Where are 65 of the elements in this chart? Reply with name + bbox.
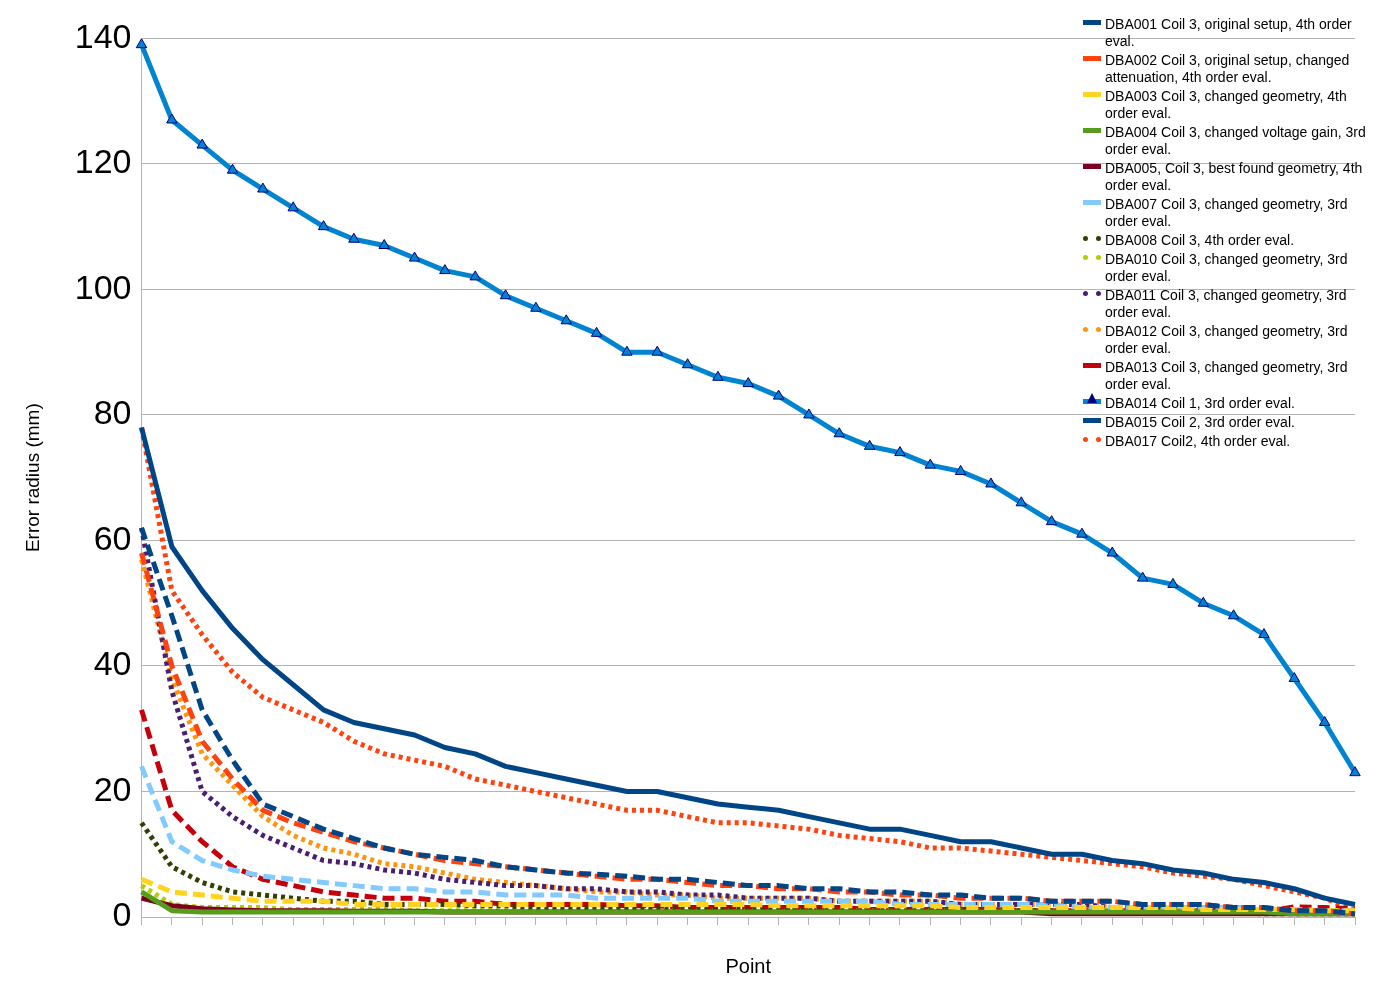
point	[1076, 527, 1088, 538]
y-tick-label: 60	[93, 518, 132, 557]
legend-label: DBA015 Coil 2, 3rd order eval.	[1105, 414, 1295, 431]
legend-label: DBA013 Coil 3, changed geometry, 3rd order eval.	[1105, 359, 1349, 393]
point	[257, 182, 269, 193]
legend-label: DBA003 Coil 3, changed geometry, 4th order eval.	[1105, 88, 1348, 122]
point	[1288, 672, 1301, 683]
y-axis-title: Error radius (mm)	[21, 403, 43, 553]
point	[408, 251, 421, 262]
point	[833, 427, 845, 438]
point	[1106, 546, 1118, 557]
point	[772, 389, 785, 400]
point	[1136, 571, 1149, 582]
point	[348, 232, 360, 243]
point	[287, 201, 299, 212]
point	[742, 377, 754, 388]
legend-label: DBA001 Coil 3, original setup, 4th order eval.	[1105, 16, 1353, 50]
legend-label: DBA008 Coil 3, 4th order eval.	[1105, 232, 1295, 249]
legend-label: DBA017 Coil2, 4th order eval.	[1105, 433, 1291, 450]
point	[1167, 577, 1179, 588]
legend-label: DBA004 Coil 3, changed voltage gain, 3rd order eval.	[1105, 124, 1367, 158]
y-tick-label: 80	[93, 393, 132, 432]
point	[530, 301, 542, 312]
y-tick-label: 120	[74, 142, 132, 181]
legend-label: DBA007 Coil 3, changed geometry, 3rd order eval.	[1105, 196, 1349, 230]
legend-label: DBA002 Coil 3, original setup, changed attenuation, 4th order eval.	[1105, 52, 1351, 86]
point	[439, 264, 451, 275]
point	[1197, 596, 1210, 607]
point	[863, 439, 876, 450]
y-tick-label: 40	[93, 644, 132, 683]
point	[1349, 766, 1361, 777]
point	[469, 270, 481, 281]
point	[196, 138, 208, 149]
point	[651, 345, 663, 356]
point	[985, 477, 997, 488]
point	[621, 345, 633, 356]
point	[560, 314, 572, 325]
legend-label: DBA012 Coil 3, changed geometry, 3rd order eval.	[1105, 323, 1349, 357]
point	[1318, 715, 1331, 726]
y-tick-label: 100	[74, 267, 132, 306]
y-tick-label: 140	[74, 16, 132, 55]
point	[226, 163, 239, 174]
y-tick-label: 0	[112, 895, 132, 934]
point	[135, 38, 148, 49]
legend-label: DBA014 Coil 1, 3rd order eval.	[1105, 395, 1295, 412]
point	[712, 370, 724, 381]
point	[681, 358, 694, 369]
y-tick-label: 20	[93, 769, 132, 808]
point	[924, 458, 936, 469]
point	[378, 239, 390, 249]
legend-label: DBA010 Coil 3, changed geometry, 3rd order eval.	[1105, 251, 1349, 285]
point	[590, 326, 603, 337]
point	[317, 220, 330, 231]
point	[1045, 515, 1058, 526]
point	[894, 446, 906, 457]
point	[1227, 609, 1240, 620]
point	[803, 408, 815, 419]
point	[954, 464, 967, 475]
legend-label: DBA005, Coil 3, best found geometry, 4th order eval.	[1105, 160, 1364, 194]
legend-label: DBA011 Coil 3, changed geometry, 3rd order eval.	[1105, 287, 1348, 321]
point	[1015, 496, 1027, 507]
x-axis-title: Point	[725, 954, 772, 977]
point	[499, 289, 512, 300]
point	[1258, 628, 1270, 639]
point	[166, 113, 178, 124]
